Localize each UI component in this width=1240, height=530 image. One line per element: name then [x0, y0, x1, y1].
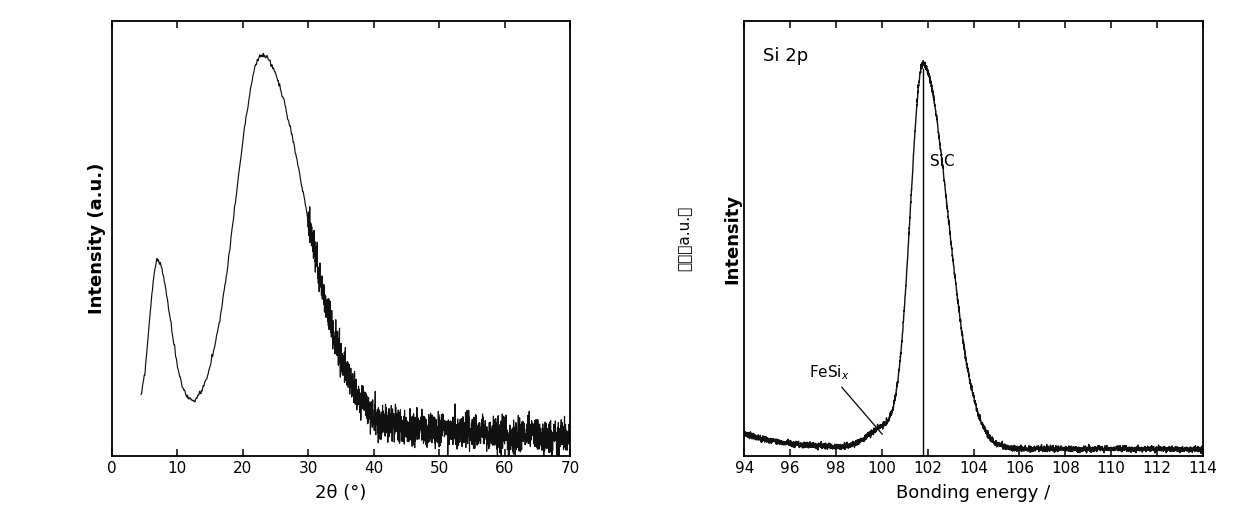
Text: 强度（a.u.）: 强度（a.u.）: [677, 206, 692, 271]
X-axis label: Bonding energy /: Bonding energy /: [897, 484, 1050, 502]
Y-axis label: Intensity: Intensity: [723, 193, 742, 284]
Text: FeSi$_x$: FeSi$_x$: [810, 364, 883, 435]
Text: Si 2p: Si 2p: [763, 47, 808, 65]
Y-axis label: Intensity (a.u.): Intensity (a.u.): [88, 163, 107, 314]
X-axis label: 2θ (°): 2θ (°): [315, 484, 367, 502]
Text: SiC: SiC: [930, 154, 955, 170]
